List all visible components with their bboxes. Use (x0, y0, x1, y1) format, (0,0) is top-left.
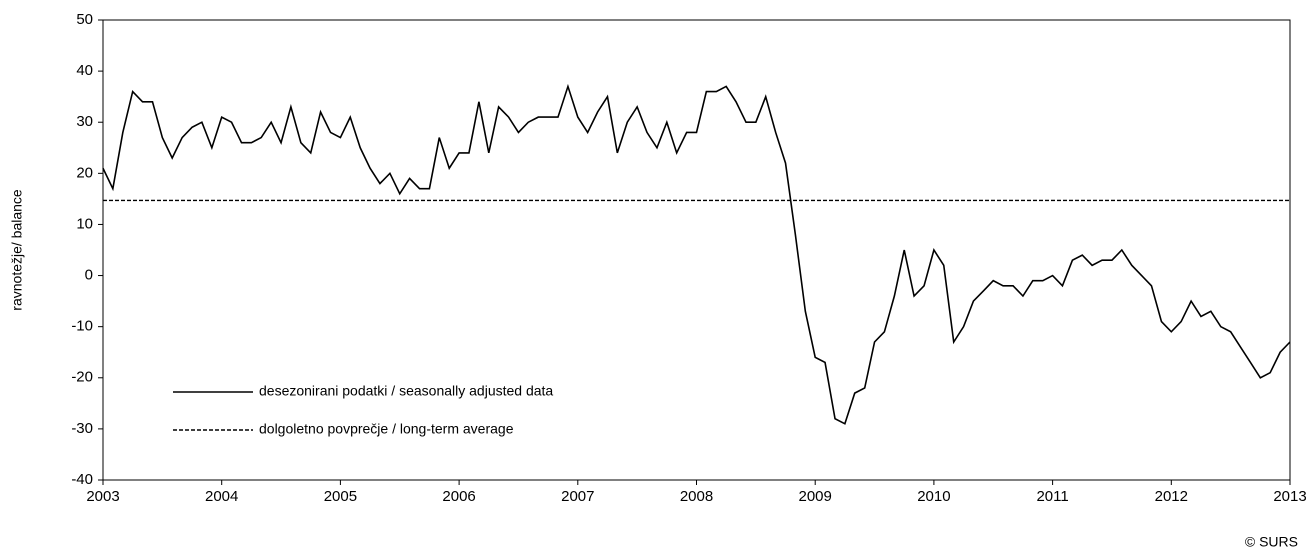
x-tick-label: 2004 (205, 488, 238, 505)
y-tick-label: -30 (71, 420, 93, 437)
y-tick-label: 20 (76, 164, 93, 181)
x-tick-label: 2011 (1036, 488, 1068, 505)
y-tick-label: 40 (76, 62, 93, 79)
legend-label: dolgoletno povprečje / long-term average (259, 421, 514, 437)
x-tick-label: 2013 (1273, 488, 1306, 505)
plot-frame (102, 19, 1291, 481)
series-line (102, 83, 1291, 425)
y-tick-label: -40 (71, 471, 93, 488)
x-tick-label: 2010 (917, 488, 950, 505)
y-tick-label: -20 (71, 369, 93, 386)
x-tick-label: 2003 (86, 488, 119, 505)
y-axis-label: ravnotežje/ balance (9, 189, 25, 311)
x-tick-label: 2008 (680, 488, 713, 505)
y-tick-label: 0 (85, 267, 93, 284)
x-tick-label: 2012 (1155, 488, 1188, 505)
x-tick-label: 2007 (561, 488, 594, 505)
y-tick-label: 10 (76, 215, 93, 232)
legend-label: desezonirani podatki / seasonally adjust… (259, 383, 553, 399)
y-tick-label: 30 (76, 113, 93, 130)
y-tick-label: -10 (71, 318, 93, 335)
x-tick-label: 2005 (324, 488, 357, 505)
x-tick-label: 2009 (799, 488, 832, 505)
x-tick-label: 2006 (442, 488, 475, 505)
y-tick-label: 50 (76, 11, 93, 28)
credit: © SURS (1245, 534, 1298, 550)
